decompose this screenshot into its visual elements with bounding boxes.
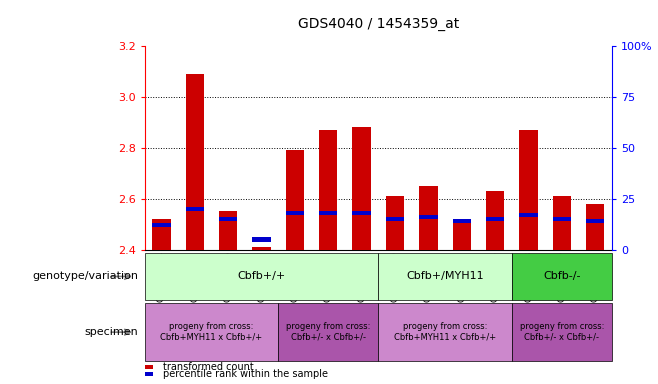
Bar — [553, 217, 571, 221]
Bar — [378, 303, 512, 361]
Text: Cbfb+/+: Cbfb+/+ — [238, 271, 286, 281]
Text: genotype/variation: genotype/variation — [32, 271, 138, 281]
Bar — [378, 253, 512, 300]
Bar — [152, 223, 170, 227]
Bar — [253, 237, 270, 242]
Text: Cbfb+/MYH11: Cbfb+/MYH11 — [406, 271, 484, 281]
Text: transformed count: transformed count — [163, 362, 253, 372]
Bar — [152, 219, 170, 250]
Bar — [219, 217, 238, 221]
Bar — [145, 303, 278, 361]
Bar — [419, 215, 438, 219]
Bar — [586, 219, 605, 223]
Bar — [419, 186, 438, 250]
Text: GDS4040 / 1454359_at: GDS4040 / 1454359_at — [297, 17, 459, 31]
Bar — [319, 130, 338, 250]
Bar — [186, 207, 204, 211]
Text: percentile rank within the sample: percentile rank within the sample — [163, 369, 328, 379]
Bar — [486, 217, 504, 221]
Bar — [186, 74, 204, 250]
Bar — [253, 247, 270, 250]
Bar — [586, 204, 605, 250]
Bar — [386, 217, 404, 221]
Bar — [278, 303, 378, 361]
Text: progeny from cross:
Cbfb+/- x Cbfb+/-: progeny from cross: Cbfb+/- x Cbfb+/- — [286, 323, 370, 342]
Bar — [519, 213, 538, 217]
Bar — [486, 191, 504, 250]
Bar — [512, 253, 612, 300]
Bar — [353, 127, 371, 250]
Bar — [145, 253, 378, 300]
Bar — [286, 151, 304, 250]
Bar — [286, 211, 304, 215]
Text: Cbfb-/-: Cbfb-/- — [543, 271, 580, 281]
Text: progeny from cross:
Cbfb+/- x Cbfb+/-: progeny from cross: Cbfb+/- x Cbfb+/- — [520, 323, 604, 342]
Bar — [453, 219, 471, 223]
Bar — [386, 196, 404, 250]
Text: progeny from cross:
Cbfb+MYH11 x Cbfb+/+: progeny from cross: Cbfb+MYH11 x Cbfb+/+ — [161, 323, 263, 342]
Text: progeny from cross:
Cbfb+MYH11 x Cbfb+/+: progeny from cross: Cbfb+MYH11 x Cbfb+/+ — [394, 323, 496, 342]
Bar — [353, 211, 371, 215]
Bar — [519, 130, 538, 250]
Bar — [453, 222, 471, 250]
Bar — [512, 303, 612, 361]
Bar — [553, 196, 571, 250]
Text: specimen: specimen — [84, 327, 138, 337]
Bar — [319, 211, 338, 215]
Bar — [219, 212, 238, 250]
